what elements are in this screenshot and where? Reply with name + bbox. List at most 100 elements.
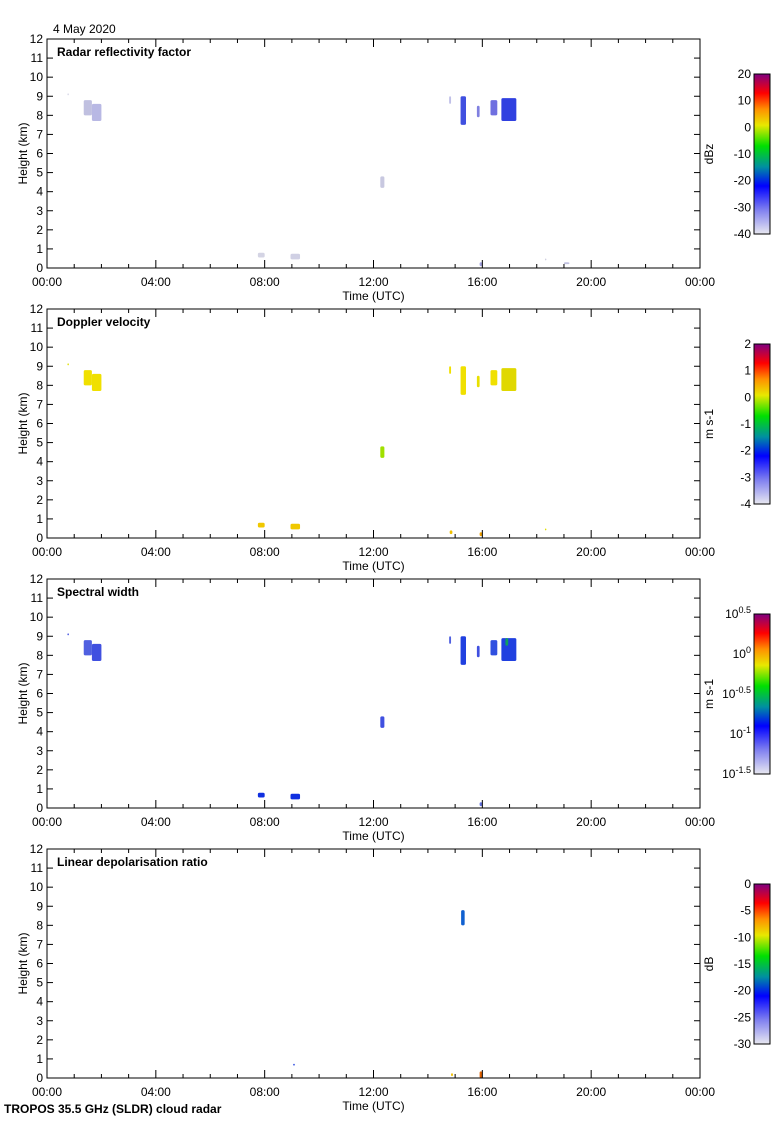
y-tick-label: 12 <box>30 842 44 856</box>
echo-mark <box>490 100 498 116</box>
plot-frame <box>46 578 701 809</box>
echo-mark <box>91 103 102 122</box>
echo-mark <box>451 1073 453 1077</box>
x-tick-label: 20:00 <box>576 275 606 289</box>
echo-mark <box>257 792 265 798</box>
echo-mark <box>449 96 452 104</box>
x-tick-label: 04:00 <box>141 545 171 559</box>
colorbar-tick-label: -10 <box>734 147 752 161</box>
y-tick-label: 12 <box>30 302 44 316</box>
colorbar-tick-label: -15 <box>734 957 752 971</box>
x-axis-label: Time (UTC) <box>342 1099 404 1113</box>
colorbar-label: dBz <box>702 144 716 165</box>
echo-mark <box>501 638 517 662</box>
colorbar-label: m s-1 <box>702 679 716 709</box>
colorbar <box>753 613 771 775</box>
echo-mark <box>490 370 498 386</box>
plot-frame <box>46 38 701 269</box>
x-tick-label: 16:00 <box>467 545 497 559</box>
y-tick-label: 11 <box>31 861 44 875</box>
y-tick-label: 8 <box>36 648 43 662</box>
x-axis-label: Time (UTC) <box>342 829 404 843</box>
colorbar-tick-label: 10-1.5 <box>722 765 751 781</box>
x-tick-label: 00:00 <box>32 275 62 289</box>
y-tick-label: 4 <box>36 995 43 1009</box>
colorbar-tick-label: 2 <box>744 337 751 351</box>
echo-mark <box>479 532 483 537</box>
colorbar-tick-label: -30 <box>734 200 752 214</box>
y-tick-label: 3 <box>36 744 43 758</box>
colorbar-tick-label: 100 <box>733 645 751 661</box>
colorbar-tick-label: -40 <box>734 227 752 241</box>
echo-mark <box>479 802 483 807</box>
y-tick-label: 2 <box>36 493 43 507</box>
y-tick-label: 0 <box>36 531 43 545</box>
echo-mark <box>460 366 467 395</box>
colorbar-tick-label: 0 <box>744 120 751 134</box>
x-tick-label: 16:00 <box>467 275 497 289</box>
plot-frame <box>46 308 701 539</box>
colorbar-tick-label: 0 <box>744 877 751 891</box>
x-tick-label: 00:00 <box>32 815 62 829</box>
x-tick-label: 12:00 <box>358 545 388 559</box>
y-tick-label: 9 <box>36 359 43 373</box>
y-axis-label: Height (km) <box>16 122 30 184</box>
echo-mark <box>257 522 265 528</box>
echo-mark <box>479 1071 483 1078</box>
y-axis-label: Height (km) <box>16 662 30 724</box>
echo-mark <box>479 262 483 267</box>
colorbar-tick-label: -20 <box>734 174 752 188</box>
colorbar-tick-label: -2 <box>740 444 751 458</box>
y-tick-label: 5 <box>36 436 43 450</box>
y-tick-label: 7 <box>36 667 43 681</box>
echo-mark <box>67 363 69 366</box>
panel-title: Spectral width <box>57 585 139 599</box>
x-axis-label: Time (UTC) <box>342 559 404 573</box>
x-axis-label: Time (UTC) <box>342 289 404 303</box>
echo-mark <box>290 523 301 530</box>
x-tick-label: 00:00 <box>685 545 715 559</box>
colorbar-tick-label: -25 <box>734 1010 752 1024</box>
echo-mark <box>257 252 265 258</box>
echo-mark <box>501 368 517 392</box>
panel-title: Doppler velocity <box>57 315 151 329</box>
x-tick-label: 16:00 <box>467 1085 497 1099</box>
colorbar-tick-label: -5 <box>740 904 751 918</box>
x-tick-label: 00:00 <box>32 1085 62 1099</box>
echo-mark <box>461 910 465 926</box>
y-tick-label: 7 <box>36 937 43 951</box>
y-tick-label: 9 <box>36 629 43 643</box>
x-tick-label: 04:00 <box>141 275 171 289</box>
x-tick-label: 08:00 <box>250 1085 280 1099</box>
echo-mark <box>501 98 517 122</box>
echo-mark <box>91 373 102 392</box>
echo-mark <box>460 636 467 665</box>
echo-mark <box>449 530 453 535</box>
colorbar <box>753 343 771 505</box>
echo-mark <box>91 643 102 662</box>
x-tick-label: 04:00 <box>141 1085 171 1099</box>
x-tick-label: 08:00 <box>250 275 280 289</box>
echo-mark <box>476 375 480 388</box>
y-tick-label: 3 <box>36 1014 43 1028</box>
x-tick-label: 00:00 <box>685 815 715 829</box>
panel-title: Linear depolarisation ratio <box>57 855 208 869</box>
echo-mark <box>505 638 509 646</box>
y-tick-label: 3 <box>36 204 43 218</box>
echo-mark <box>476 105 480 118</box>
echo-mark <box>83 370 92 386</box>
colorbar-tick-label: -1 <box>740 417 751 431</box>
colorbar-tick-label: 10-0.5 <box>722 685 751 701</box>
y-axis-label: Height (km) <box>16 392 30 454</box>
colorbar-tick-label: 20 <box>738 67 752 81</box>
y-tick-label: 4 <box>36 185 43 199</box>
colorbar-tick-label: -3 <box>740 470 751 484</box>
y-tick-label: 8 <box>36 108 43 122</box>
y-tick-label: 10 <box>30 70 44 84</box>
echo-mark <box>490 640 498 656</box>
y-tick-label: 10 <box>30 880 44 894</box>
